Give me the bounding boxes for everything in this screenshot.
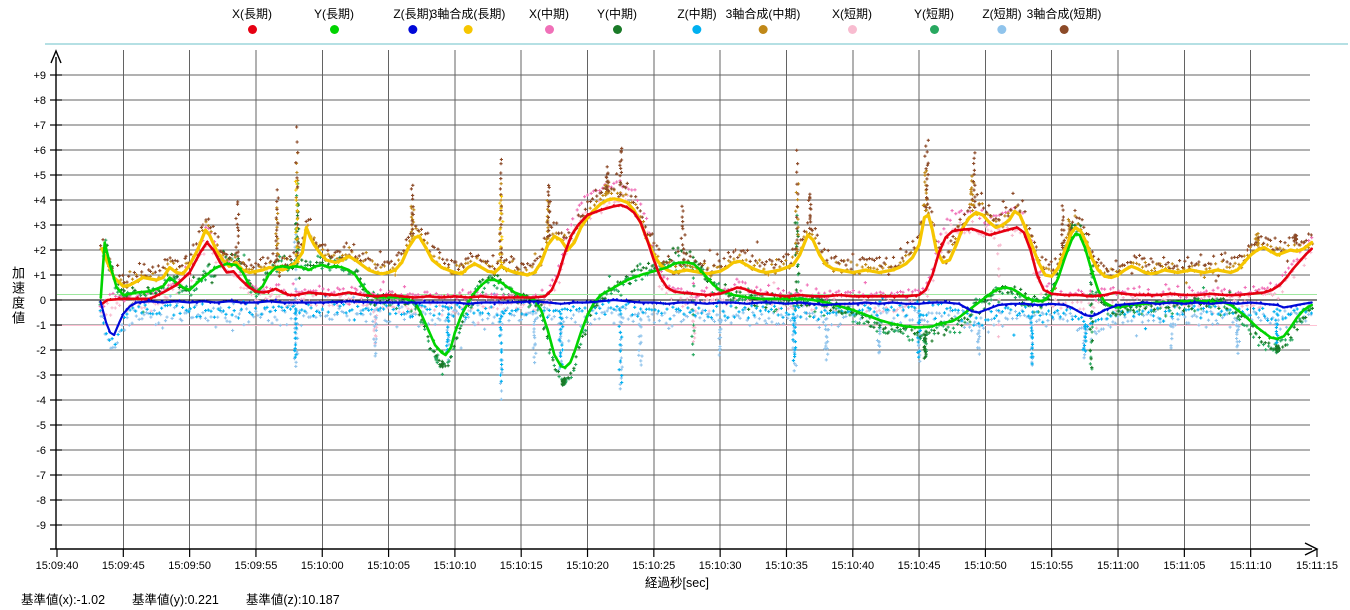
- legend-item-x_short: X(短期): [832, 8, 872, 39]
- legend-separator: [45, 43, 1348, 45]
- series-g_short-points: [99, 125, 1313, 286]
- series-g_long-markers: [101, 179, 1312, 288]
- series-y_short-points: [98, 182, 1313, 387]
- legend-color-dot: [612, 25, 622, 34]
- legend-color-dot: [692, 25, 702, 34]
- x-tick-label: 15:10:50: [964, 560, 1007, 572]
- legend-item-y_mid: Y(中期): [597, 8, 637, 39]
- legend-label: X(中期): [529, 7, 569, 21]
- y-tick-label: -7: [36, 470, 46, 482]
- y-tick-label: +4: [33, 195, 46, 207]
- y-tick-label: -6: [36, 445, 46, 457]
- legend-item-z_long: Z(長期): [393, 7, 433, 39]
- legend-item-g_long: 3軸合成(長期): [430, 7, 506, 39]
- x-tick-label: 15:10:45: [898, 560, 941, 572]
- legend-label: Z(長期): [393, 7, 433, 21]
- legend-label: Y(短期): [914, 7, 954, 21]
- baseline-value-1: 基準値(y):0.221: [132, 593, 219, 607]
- y-tick-label: +2: [33, 245, 46, 257]
- legend-label: X(短期): [832, 7, 872, 21]
- legend-color-dot: [929, 25, 939, 34]
- legend-color-dot: [329, 25, 339, 34]
- legend-color-dot: [997, 25, 1007, 34]
- legend-item-z_short: Z(短期): [982, 7, 1022, 39]
- y-tick-label: +3: [33, 220, 46, 232]
- y-tick-label: -5: [36, 420, 46, 432]
- legend-label: 3軸合成(中期): [725, 7, 801, 21]
- x-tick-label: 15:10:05: [367, 560, 410, 572]
- legend-label: Y(長期): [314, 7, 354, 21]
- x-tick-label: 15:11:00: [1097, 560, 1139, 572]
- legend-item-y_short: Y(短期): [914, 8, 954, 39]
- legend-label: Y(中期): [597, 7, 637, 21]
- legend-item-x_long: X(長期): [232, 8, 272, 39]
- x-tick-label: 15:09:40: [36, 560, 79, 572]
- x-tick-label: 15:10:00: [301, 560, 344, 572]
- legend-item-x_mid: X(中期): [529, 8, 569, 39]
- legend-color-dot: [544, 25, 554, 34]
- x-tick-label: 15:09:55: [235, 560, 278, 572]
- x-tick-label: 15:11:15: [1296, 560, 1338, 572]
- x-tick-label: 15:10:10: [433, 560, 476, 572]
- legend-label: Z(短期): [982, 7, 1022, 21]
- legend-item-z_mid: Z(中期): [677, 7, 717, 39]
- y-tick-label: -2: [36, 345, 46, 357]
- y-tick-label: -3: [36, 370, 46, 382]
- y-tick-label: +6: [33, 145, 46, 157]
- x-tick-label: 15:10:35: [765, 560, 808, 572]
- y-tick-label: -4: [36, 395, 46, 407]
- legend-color-dot: [247, 25, 257, 34]
- chart-legend: X(長期) Y(長期) Z(長期) 3軸合成(長期) X(中期) Y(中期) Z(中期) 3軸…: [0, 0, 1350, 40]
- y-tick-label: -8: [36, 495, 46, 507]
- series-z_long-markers: [99, 298, 1311, 336]
- y-axis-title: 加速度値: [10, 266, 25, 326]
- series-z_mid-points: [98, 292, 1313, 385]
- baseline-value-2: 基準値(z):10.187: [245, 593, 340, 607]
- legend-color-dot: [847, 25, 857, 34]
- y-tick-label: +5: [33, 170, 46, 182]
- legend-item-g_mid: 3軸合成(中期): [725, 7, 801, 39]
- x-tick-label: 15:10:15: [500, 560, 543, 572]
- legend-label: 3軸合成(長期): [430, 7, 506, 21]
- y-tick-label: +1: [33, 270, 46, 282]
- y-tick-label: -9: [36, 520, 46, 532]
- legend-item-y_long: Y(長期): [314, 8, 354, 39]
- x-tick-label: 15:09:50: [168, 560, 211, 572]
- y-tick-label: +8: [33, 95, 46, 107]
- baseline-values: 基準値(x):-1.02 基準値(y):0.221 基準値(z):10.187: [21, 589, 340, 608]
- legend-label: 3軸合成(短期): [1026, 7, 1102, 21]
- legend-color-dot: [408, 25, 418, 34]
- x-tick-label: 15:11:05: [1163, 560, 1205, 572]
- y-tick-label: +9: [33, 70, 46, 82]
- x-tick-label: 15:10:40: [831, 560, 874, 572]
- x-tick-label: 15:10:25: [632, 560, 675, 572]
- series-x_mid-points: [98, 179, 1314, 309]
- x-tick-label: 15:10:55: [1030, 560, 1073, 572]
- y-tick-label: +7: [33, 120, 46, 132]
- legend-label: Z(中期): [677, 7, 717, 21]
- x-tick-label: 15:10:20: [566, 560, 609, 572]
- baseline-value-0: 基準値(x):-1.02: [21, 593, 106, 607]
- x-tick-label: 15:09:45: [102, 560, 145, 572]
- y-tick-label: -1: [36, 320, 46, 332]
- x-tick-label: 15:11:10: [1230, 560, 1272, 572]
- legend-label: X(長期): [232, 7, 272, 21]
- legend-color-dot: [1059, 25, 1069, 34]
- y-tick-label: 0: [40, 295, 46, 307]
- legend-color-dot: [758, 25, 768, 34]
- legend-color-dot: [463, 25, 473, 34]
- legend-item-g_short: 3軸合成(短期): [1026, 7, 1102, 39]
- x-axis-title: 経過秒[sec]: [645, 576, 709, 590]
- x-tick-label: 15:10:30: [699, 560, 742, 572]
